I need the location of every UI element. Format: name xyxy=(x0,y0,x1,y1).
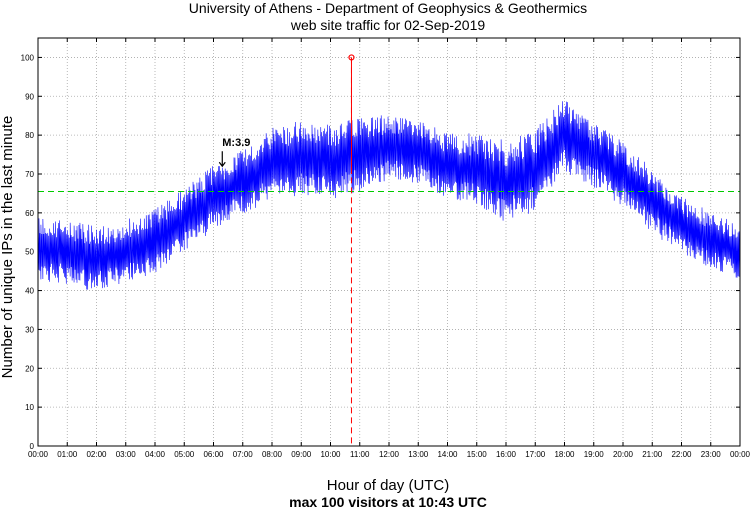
x-tick-label: 06:00 xyxy=(203,450,224,459)
y-tick-label: 20 xyxy=(25,364,34,373)
earthquake-annotation: M:3.9 xyxy=(222,137,250,149)
x-tick-label: 14:00 xyxy=(437,450,458,459)
y-tick-label: 40 xyxy=(25,287,34,296)
x-tick-label: 12:00 xyxy=(379,450,400,459)
x-tick-label: 22:00 xyxy=(671,450,692,459)
chart-title-line-2: web site traffic for 02-Sep-2019 xyxy=(290,17,486,33)
x-tick-label: 17:00 xyxy=(525,450,546,459)
grid-lines xyxy=(38,38,740,446)
x-tick-label: 10:00 xyxy=(320,450,341,459)
x-tick-label: 04:00 xyxy=(145,450,166,459)
x-tick-label: 05:00 xyxy=(174,450,195,459)
x-axis-ticks: 00:00 01:00 02:00 03:00 04:00 05:00 06:00 07:00… xyxy=(28,38,750,459)
x-tick-label: 03:00 xyxy=(116,450,137,459)
chart-title-line-1: University of Athens - Department of Geo… xyxy=(189,0,587,16)
x-tick-label: 18:00 xyxy=(554,450,575,459)
y-tick-label: 30 xyxy=(25,325,34,334)
x-tick-label: 20:00 xyxy=(613,450,634,459)
y-tick-label: 10 xyxy=(25,403,34,412)
x-tick-label: 00:00 xyxy=(730,450,750,459)
y-tick-label: 60 xyxy=(25,209,34,218)
y-tick-label: 50 xyxy=(25,248,34,257)
x-axis-label: Hour of day (UTC) xyxy=(327,477,450,494)
traffic-series xyxy=(37,101,741,290)
y-tick-label: 0 xyxy=(30,442,35,451)
x-tick-label: 09:00 xyxy=(291,450,312,459)
traffic-line xyxy=(37,101,741,290)
x-tick-label: 23:00 xyxy=(701,450,722,459)
x-tick-label: 19:00 xyxy=(584,450,605,459)
x-tick-label: 16:00 xyxy=(496,450,517,459)
plot-frame xyxy=(37,37,741,447)
max-visitors-caption: max 100 visitors at 10:43 UTC xyxy=(289,494,487,510)
y-tick-label: 90 xyxy=(25,92,34,101)
y-tick-label: 80 xyxy=(25,131,34,140)
y-tick-label: 100 xyxy=(21,53,35,62)
y-tick-label: 70 xyxy=(25,170,34,179)
x-tick-label: 01:00 xyxy=(57,450,78,459)
x-tick-label: 13:00 xyxy=(408,450,429,459)
x-tick-label: 02:00 xyxy=(86,450,107,459)
x-tick-label: 00:00 xyxy=(28,450,49,459)
y-axis-label: Number of unique IPs in the last minute xyxy=(0,116,16,379)
x-tick-label: 08:00 xyxy=(262,450,283,459)
max-visitors-marker xyxy=(348,54,355,61)
earthquake-arrow-icon xyxy=(218,151,226,168)
x-tick-label: 11:00 xyxy=(350,450,370,459)
x-tick-label: 15:00 xyxy=(467,450,488,459)
x-tick-label: 07:00 xyxy=(233,450,254,459)
x-tick-label: 21:00 xyxy=(642,450,663,459)
